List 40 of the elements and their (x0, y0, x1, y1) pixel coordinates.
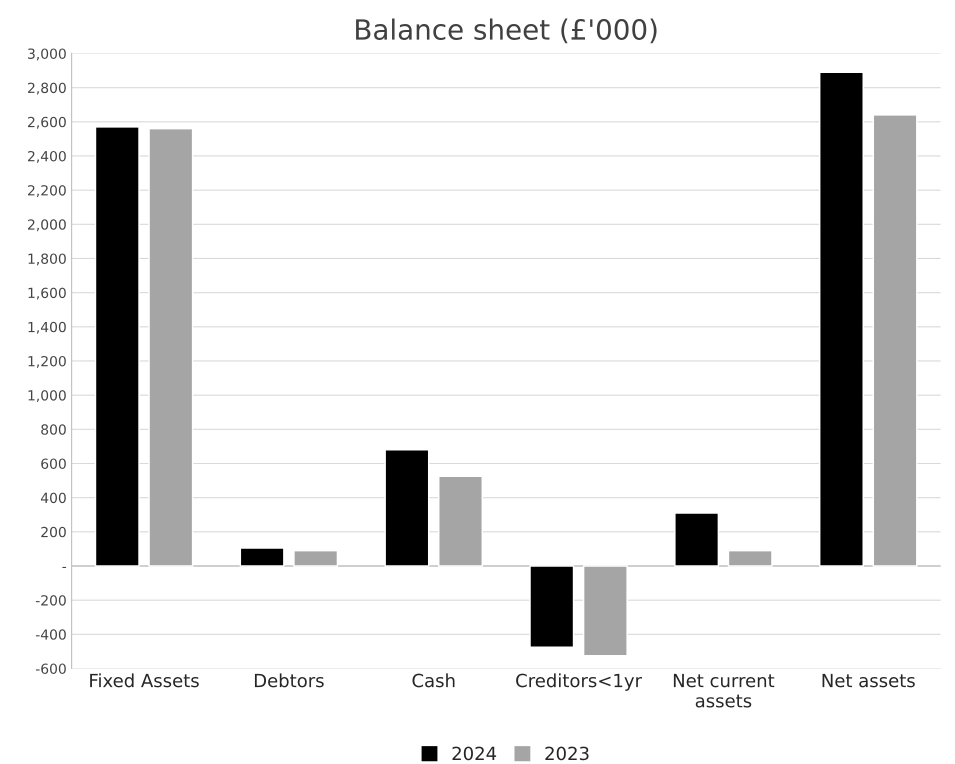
x-tick-label: Cash (412, 673, 454, 688)
y-tick-label: 1,200 (28, 356, 66, 368)
y-tick-label: 200 (41, 526, 66, 538)
y-tick-label: 2,600 (28, 116, 66, 129)
bar (293, 550, 338, 567)
y-tick-label: - (62, 566, 66, 568)
y-tick-label: 2,000 (28, 219, 66, 232)
y-tick-label: -600 (36, 663, 66, 674)
bar (819, 72, 864, 567)
legend-label: 2024 (452, 746, 496, 760)
chart-title: Balance sheet (£'000) (356, 18, 657, 44)
y-tick-label: 1,400 (28, 322, 66, 334)
y-tick-label: -200 (36, 595, 66, 606)
bar (94, 126, 140, 567)
x-tick-label: Net assets (822, 674, 915, 688)
y-tick-label: 1,800 (28, 253, 66, 266)
bar (582, 565, 628, 656)
bar (728, 550, 773, 567)
bar (872, 114, 918, 567)
bar (148, 128, 194, 567)
legend-label: 2023 (545, 746, 589, 760)
bar (529, 565, 574, 648)
bar (384, 449, 430, 567)
y-tick-label: -400 (36, 629, 66, 640)
x-tick-label: Fixed Assets (90, 673, 199, 688)
x-tick-label: Creditors<1yr (516, 673, 642, 691)
bar (240, 547, 285, 567)
bar (674, 512, 720, 567)
y-tick-label: 600 (41, 458, 66, 469)
y-tick-label: 2,200 (28, 185, 66, 198)
y-tick-label: 2,400 (28, 150, 66, 163)
x-tick-label: Debtors (254, 673, 324, 688)
bar (438, 476, 483, 567)
x-tick-label: Net current assets (674, 674, 774, 708)
y-tick-label: 800 (41, 424, 66, 435)
y-tick-label: 2,800 (28, 82, 66, 95)
y-tick-label: 400 (40, 492, 66, 504)
y-tick-label: 3,000 (28, 48, 66, 60)
y-tick-label: 1,600 (28, 288, 66, 300)
y-tick-label: 1,000 (28, 390, 66, 402)
